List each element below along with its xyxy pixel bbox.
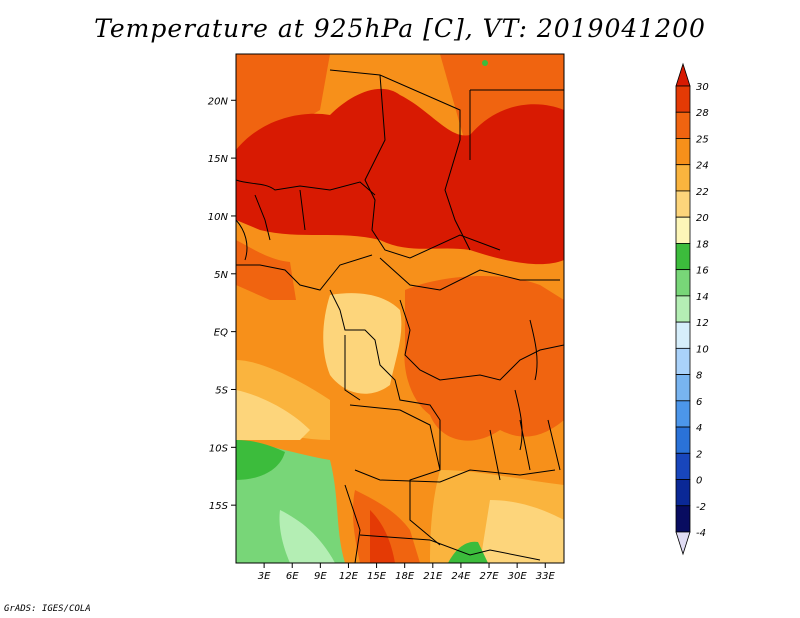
lon-tick-label: 24E: [451, 571, 471, 582]
lat-tick-label: 5N: [214, 270, 228, 281]
lon-tick-label: 21E: [423, 571, 443, 582]
lon-tick-label: 27E: [480, 571, 500, 582]
longitude-ticks: 3E 6E 9E 12E 15E 18E 21E 24E 27E 30E 33E: [258, 563, 556, 582]
colorbar-segment: [675, 479, 691, 507]
colorbar-label: 6: [696, 397, 702, 408]
lat-tick-label: 10N: [208, 212, 229, 223]
colorbar-segment: [675, 347, 691, 375]
lon-tick-label: 30E: [508, 571, 528, 582]
colorbar-label: 0: [696, 476, 702, 487]
colorbar-label: 18: [696, 239, 709, 250]
colorbar-segment: [675, 452, 691, 480]
colorbar-bottom-arrow: [675, 531, 691, 556]
latitude-ticks: 20N 15N 10N 5N EQ 5S 10S 15S: [208, 96, 236, 512]
colorbar-segment: [675, 164, 691, 192]
colorbar-segment: [675, 216, 691, 244]
colorbar-label: 10: [696, 344, 709, 355]
lat-tick-label: 10S: [209, 443, 229, 454]
map-title: Temperature at 925hPa [C], VT: 201904120…: [94, 14, 706, 43]
colorbar-segment: [675, 85, 691, 113]
colorbar-segment: [675, 190, 691, 218]
lon-tick-label: 12E: [339, 571, 359, 582]
colorbar-label: -4: [696, 528, 706, 539]
colorbar-label: 30: [696, 82, 709, 93]
colorbar-segment: [675, 374, 691, 402]
colorbar-label: 8: [696, 371, 702, 382]
colorbar-label: 4: [696, 423, 702, 434]
colorbar-label: 12: [696, 318, 709, 329]
lat-tick-label: 5S: [215, 385, 228, 396]
colorbar-segment: [675, 321, 691, 349]
temperature-field: [236, 54, 564, 563]
grads-credit: GrADS: IGES/COLA: [4, 604, 91, 614]
colorbar-segment: [675, 243, 691, 271]
colorbar-segment: [675, 505, 691, 533]
colorbar-label: 25: [696, 134, 709, 145]
colorbar-segment: [675, 400, 691, 428]
lat-tick-label: 15N: [208, 154, 229, 165]
colorbar-label: 14: [696, 292, 709, 303]
lon-tick-label: 9E: [314, 571, 327, 582]
colorbar-segment: [675, 295, 691, 323]
lon-tick-label: 6E: [286, 571, 299, 582]
colorbar-segment: [675, 111, 691, 139]
colorbar-segment: [675, 269, 691, 297]
colorbar-top-arrow: [675, 62, 691, 87]
colorbar-label: 22: [696, 187, 709, 198]
lat-tick-label: 20N: [208, 96, 229, 107]
country-borders: [236, 69, 564, 563]
lon-tick-label: 3E: [258, 571, 271, 582]
lon-tick-label: 18E: [395, 571, 415, 582]
colorbar-label: 28: [696, 108, 709, 119]
lon-tick-label: 15E: [367, 571, 387, 582]
colorbar-label: 2: [696, 449, 702, 460]
colorbar-label: 20: [696, 213, 709, 224]
map-frame: [235, 53, 565, 564]
colorbar-segment: [675, 426, 691, 454]
lon-tick-label: 33E: [536, 571, 556, 582]
lat-tick-label: 15S: [209, 501, 229, 512]
colorbar-label: 24: [696, 161, 709, 172]
colorbar-segment: [675, 138, 691, 166]
colorbar-label: 16: [696, 266, 709, 277]
lat-tick-label: EQ: [214, 328, 228, 339]
colorbar-label: -2: [696, 502, 706, 513]
